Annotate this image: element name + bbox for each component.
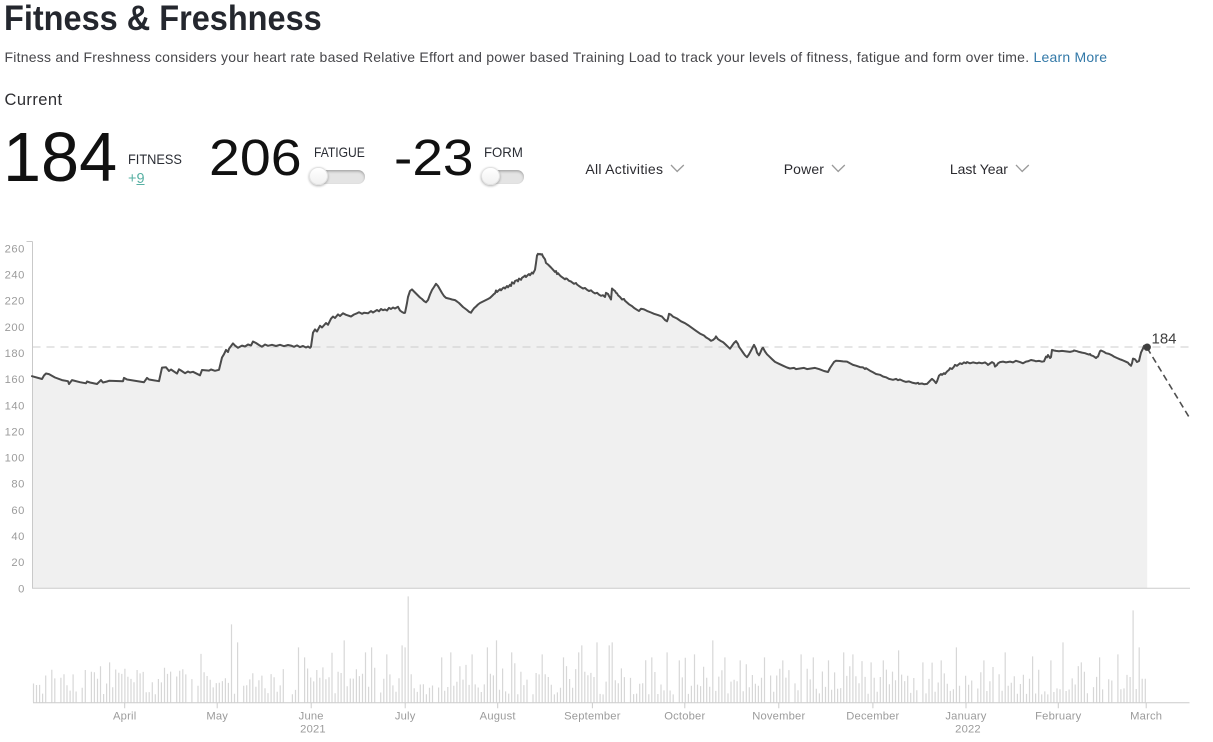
svg-text:0: 0 xyxy=(18,583,25,595)
svg-text:100: 100 xyxy=(5,453,25,465)
svg-text:March: March xyxy=(1130,711,1162,723)
svg-text:2021: 2021 xyxy=(300,724,326,736)
svg-text:August: August xyxy=(480,711,517,723)
svg-text:220: 220 xyxy=(5,296,25,308)
svg-text:200: 200 xyxy=(5,322,25,334)
svg-text:260: 260 xyxy=(5,243,25,255)
svg-text:80: 80 xyxy=(11,479,25,491)
svg-text:November: November xyxy=(752,711,805,723)
svg-text:2022: 2022 xyxy=(955,724,981,736)
svg-text:160: 160 xyxy=(5,374,25,386)
svg-text:20: 20 xyxy=(11,557,25,569)
svg-text:April: April xyxy=(113,711,136,723)
svg-text:December: December xyxy=(846,711,899,723)
svg-text:40: 40 xyxy=(11,531,25,543)
svg-text:June: June xyxy=(299,711,324,723)
svg-text:184: 184 xyxy=(1152,331,1177,348)
svg-text:October: October xyxy=(664,711,705,723)
svg-text:180: 180 xyxy=(5,348,25,360)
svg-text:240: 240 xyxy=(5,270,25,282)
svg-text:May: May xyxy=(206,711,228,723)
svg-text:140: 140 xyxy=(5,400,25,412)
svg-text:February: February xyxy=(1035,711,1082,723)
svg-text:September: September xyxy=(564,711,621,723)
svg-text:July: July xyxy=(395,711,416,723)
svg-text:January: January xyxy=(945,711,986,723)
svg-text:120: 120 xyxy=(5,426,25,438)
svg-text:60: 60 xyxy=(11,505,25,517)
